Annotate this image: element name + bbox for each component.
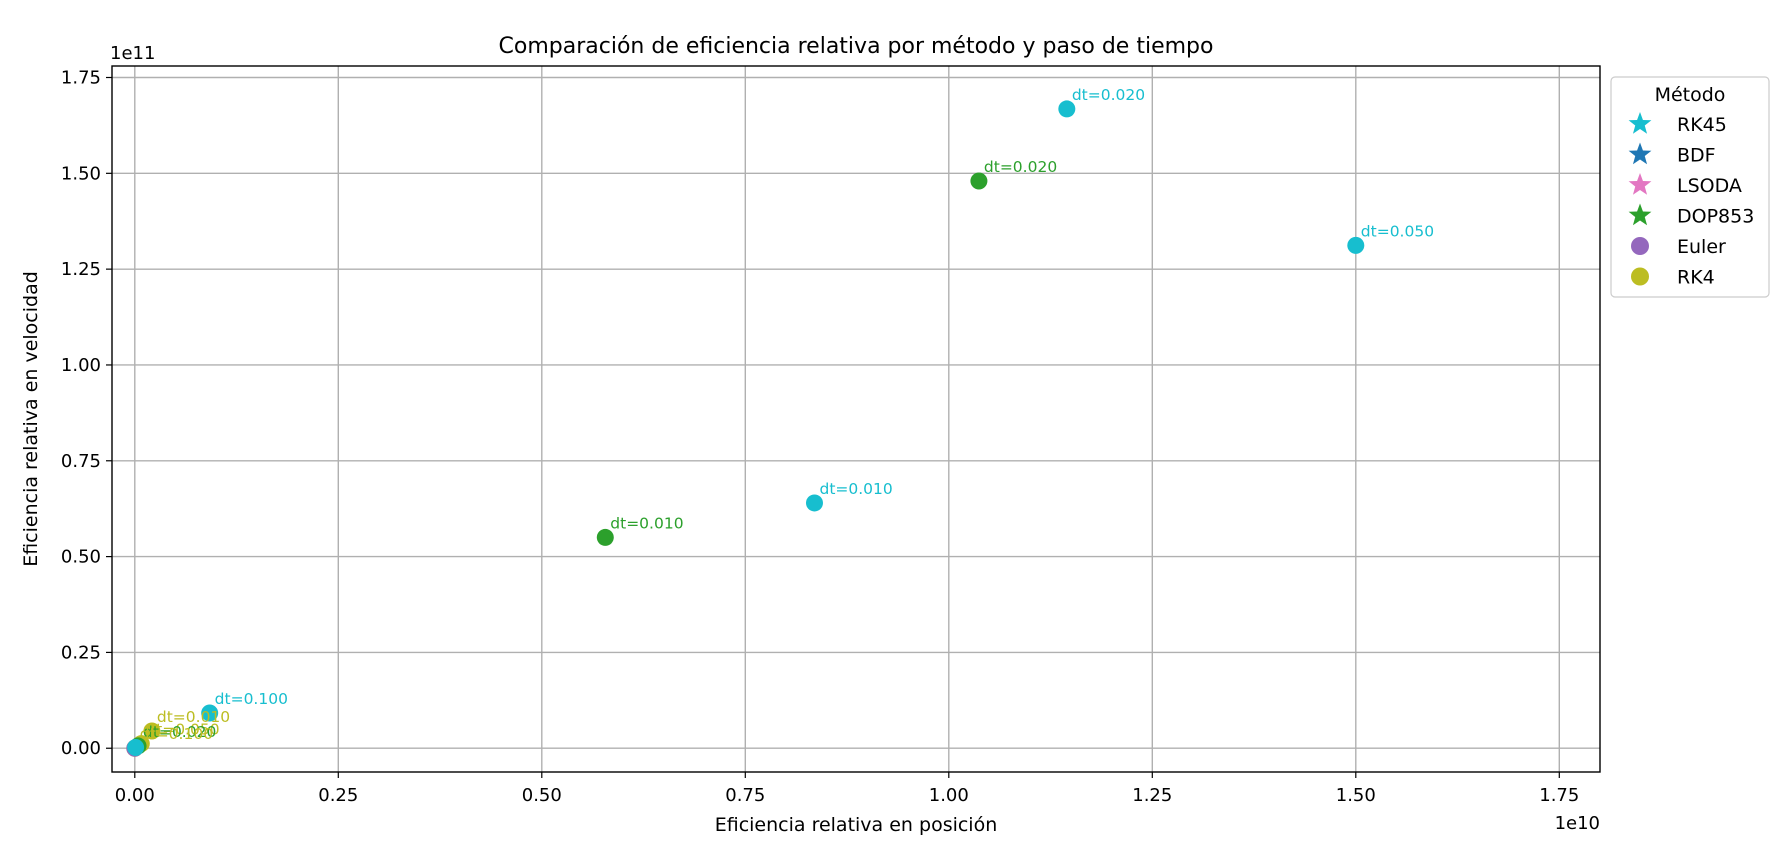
legend-marker-star bbox=[1628, 203, 1652, 226]
chart-title: Comparación de eficiencia relativa por m… bbox=[499, 34, 1214, 59]
data-label: dt=0.100 bbox=[140, 725, 213, 743]
x-tick-label: 0.50 bbox=[522, 785, 562, 806]
data-label: dt=0.020 bbox=[143, 723, 216, 741]
data-point bbox=[143, 722, 161, 740]
legend-title: Método bbox=[1655, 84, 1726, 106]
data-point bbox=[201, 704, 219, 722]
x-axis-offset-text: 1e10 bbox=[1555, 813, 1600, 834]
y-tick-label: 1.25 bbox=[61, 259, 101, 280]
legend: Método RK45 BDF LSODA DOP853 Euler RK4 bbox=[1610, 76, 1770, 298]
x-tick-label: 1.50 bbox=[1336, 785, 1376, 806]
axis-ticks: 0.00 0.25 0.50 0.75 1.00 1.25 1.50 1.75 0.00 0.25… bbox=[61, 67, 1579, 806]
y-tick-label: 0.50 bbox=[61, 547, 101, 568]
legend-label: Euler bbox=[1677, 236, 1726, 258]
legend-marker-circle bbox=[1631, 267, 1649, 286]
x-tick-label: 0.00 bbox=[115, 785, 155, 806]
data-label: dt=0.100 bbox=[215, 690, 288, 708]
legend-items: RK45 BDF LSODA DOP853 Euler RK4 bbox=[1628, 112, 1754, 289]
plot-frame bbox=[111, 65, 1601, 773]
y-axis-label: Eficiencia relativa en velocidad bbox=[20, 271, 42, 567]
y-tick-label: 1.75 bbox=[61, 67, 101, 88]
x-axis-label: Eficiencia relativa en posición bbox=[715, 814, 998, 836]
data-label: dt=0.020 bbox=[1072, 86, 1145, 104]
data-label: dt=0.010 bbox=[157, 708, 230, 726]
data-label: dt=0.050 bbox=[1361, 222, 1434, 240]
legend-marker-circle bbox=[1631, 237, 1649, 255]
data-point bbox=[1058, 100, 1076, 118]
y-tick-label: 0.00 bbox=[61, 738, 101, 759]
data-point bbox=[970, 172, 988, 190]
y-tick-label: 1.50 bbox=[61, 163, 101, 184]
legend-marker-star bbox=[1628, 173, 1652, 195]
data-point bbox=[596, 528, 614, 546]
y-tick-label: 0.75 bbox=[61, 451, 101, 472]
data-label: dt=0.010 bbox=[819, 480, 892, 498]
grid bbox=[112, 66, 1600, 772]
data-point bbox=[805, 494, 823, 512]
y-tick-label: 0.25 bbox=[61, 642, 101, 663]
data-point bbox=[1347, 236, 1365, 254]
data-label: dt=0.010 bbox=[610, 514, 683, 532]
legend-label: LSODA bbox=[1677, 175, 1742, 197]
legend-label: RK4 bbox=[1677, 267, 1715, 289]
data-points: dt=0.020dt=0.050dt=0.010dt=0.100dt=0.020… bbox=[126, 86, 1434, 757]
y-axis-offset-text: 1e11 bbox=[110, 43, 155, 64]
legend-label: RK45 bbox=[1677, 114, 1727, 136]
legend-label: BDF bbox=[1677, 145, 1716, 167]
data-point bbox=[127, 738, 145, 756]
y-tick-label: 1.00 bbox=[61, 355, 101, 376]
data-label: dt=0.050 bbox=[146, 721, 219, 739]
x-tick-label: 0.75 bbox=[725, 785, 765, 806]
x-tick-label: 1.00 bbox=[929, 785, 969, 806]
legend-box bbox=[1610, 76, 1770, 298]
legend-marker-star bbox=[1628, 112, 1652, 134]
legend-label: DOP853 bbox=[1677, 206, 1754, 228]
x-tick-label: 1.25 bbox=[1132, 785, 1172, 806]
x-tick-label: 0.25 bbox=[318, 785, 358, 806]
legend-marker-star bbox=[1628, 142, 1652, 165]
data-label: dt=0.020 bbox=[984, 158, 1057, 176]
x-tick-label: 1.75 bbox=[1539, 785, 1579, 806]
